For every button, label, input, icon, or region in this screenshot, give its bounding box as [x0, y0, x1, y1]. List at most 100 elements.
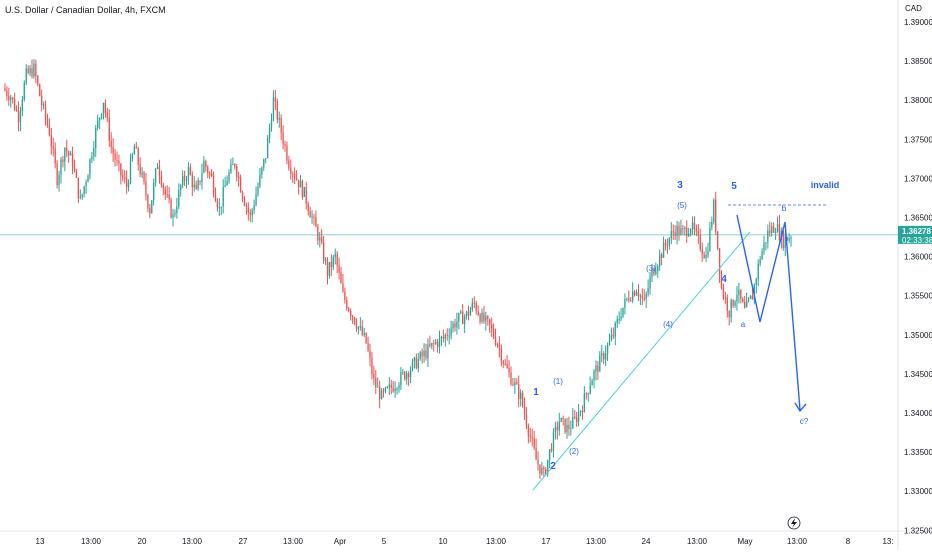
candle-body	[550, 449, 553, 451]
candle-body	[205, 161, 207, 168]
wave-label-c: c?	[800, 417, 809, 426]
candle-body	[60, 159, 62, 175]
candle-body	[342, 283, 344, 292]
candle-body	[572, 416, 574, 429]
current-price-badge	[898, 225, 932, 244]
candle-body	[396, 388, 398, 390]
candle-body	[95, 128, 97, 149]
candle-body	[707, 250, 709, 256]
candle-body	[722, 287, 725, 298]
candle-body	[322, 242, 325, 262]
y-tick-label: 1.39000	[904, 18, 932, 27]
candle-body	[350, 311, 352, 317]
candle-body	[93, 148, 95, 157]
candle-body	[668, 238, 671, 246]
candle-body	[575, 417, 578, 422]
candle-body	[21, 99, 24, 112]
candle-body	[788, 238, 790, 241]
candle-body	[786, 237, 788, 241]
candle-body	[502, 361, 504, 364]
x-tick-label: 24	[642, 537, 651, 546]
candle-body	[458, 313, 460, 322]
candle-body	[514, 382, 516, 386]
candle-body	[118, 160, 120, 164]
candle-body	[626, 298, 628, 300]
candle-body	[234, 164, 236, 167]
candle-body	[740, 289, 742, 299]
candle-body	[510, 372, 512, 385]
candle-body	[446, 334, 448, 336]
candle-body	[149, 207, 151, 214]
candle-body	[423, 350, 425, 357]
y-tick-label: 1.34500	[904, 370, 932, 379]
candle-body	[6, 90, 8, 96]
candle-body	[249, 212, 251, 216]
candle-body	[697, 231, 700, 235]
candle-body	[564, 418, 566, 433]
y-tick-label: 1.33500	[904, 448, 932, 457]
candle-body	[577, 412, 580, 422]
candle-body	[301, 181, 304, 197]
candle-body	[207, 167, 209, 174]
candle-body	[292, 173, 294, 175]
candle-body	[369, 350, 371, 359]
candle-body	[168, 194, 170, 200]
candle-body	[438, 337, 441, 347]
candle-body	[477, 311, 479, 315]
candle-body	[384, 387, 387, 392]
candle-body	[222, 187, 224, 207]
candle-body	[647, 288, 649, 294]
x-tick-label: 13:00	[81, 537, 102, 546]
candle-body	[375, 378, 377, 388]
candle-body	[417, 359, 419, 369]
x-tick-label: 13:00	[787, 537, 808, 546]
candle-body	[678, 225, 680, 235]
candle-body	[730, 299, 732, 318]
candle-body	[662, 242, 665, 258]
candle-body	[618, 319, 620, 321]
candle-body	[448, 335, 450, 337]
x-tick-label: 13:00	[586, 537, 607, 546]
candle-body	[29, 68, 31, 73]
candle-body	[759, 259, 761, 264]
candle-body	[610, 334, 613, 341]
candle-body	[531, 436, 533, 439]
candle-body	[371, 358, 373, 374]
candle-body	[427, 344, 429, 359]
candle-body	[137, 148, 139, 165]
candle-body	[282, 132, 284, 144]
candle-body	[197, 180, 199, 189]
candle-body	[15, 109, 18, 111]
candle-body	[127, 182, 130, 188]
candle-body	[89, 159, 91, 176]
candle-body	[742, 298, 744, 302]
lightning-glyph	[791, 518, 797, 528]
candle-body	[562, 417, 564, 419]
candle-body	[336, 253, 338, 266]
candle-body	[463, 316, 466, 325]
candle-body	[581, 410, 584, 413]
candle-body	[124, 177, 126, 179]
candle-body	[286, 145, 288, 161]
candle-body	[475, 302, 477, 312]
candle-body	[765, 242, 767, 244]
candle-body	[639, 295, 642, 297]
wave-label-wave-4: 4	[721, 274, 727, 285]
candle-body	[490, 324, 493, 329]
candle-body	[172, 214, 174, 218]
candle-body	[377, 386, 379, 388]
candle-body	[212, 176, 215, 194]
candle-body	[120, 163, 122, 176]
candle-body	[535, 447, 537, 460]
candle-body	[635, 292, 638, 296]
candle-body	[519, 392, 522, 400]
candle-body	[587, 393, 589, 395]
y-tick-label: 1.36500	[904, 214, 932, 223]
candle-body	[533, 438, 535, 448]
candle-body	[199, 180, 201, 183]
candle-body	[351, 316, 354, 318]
candle-body	[158, 166, 161, 176]
candle-body	[297, 179, 300, 188]
